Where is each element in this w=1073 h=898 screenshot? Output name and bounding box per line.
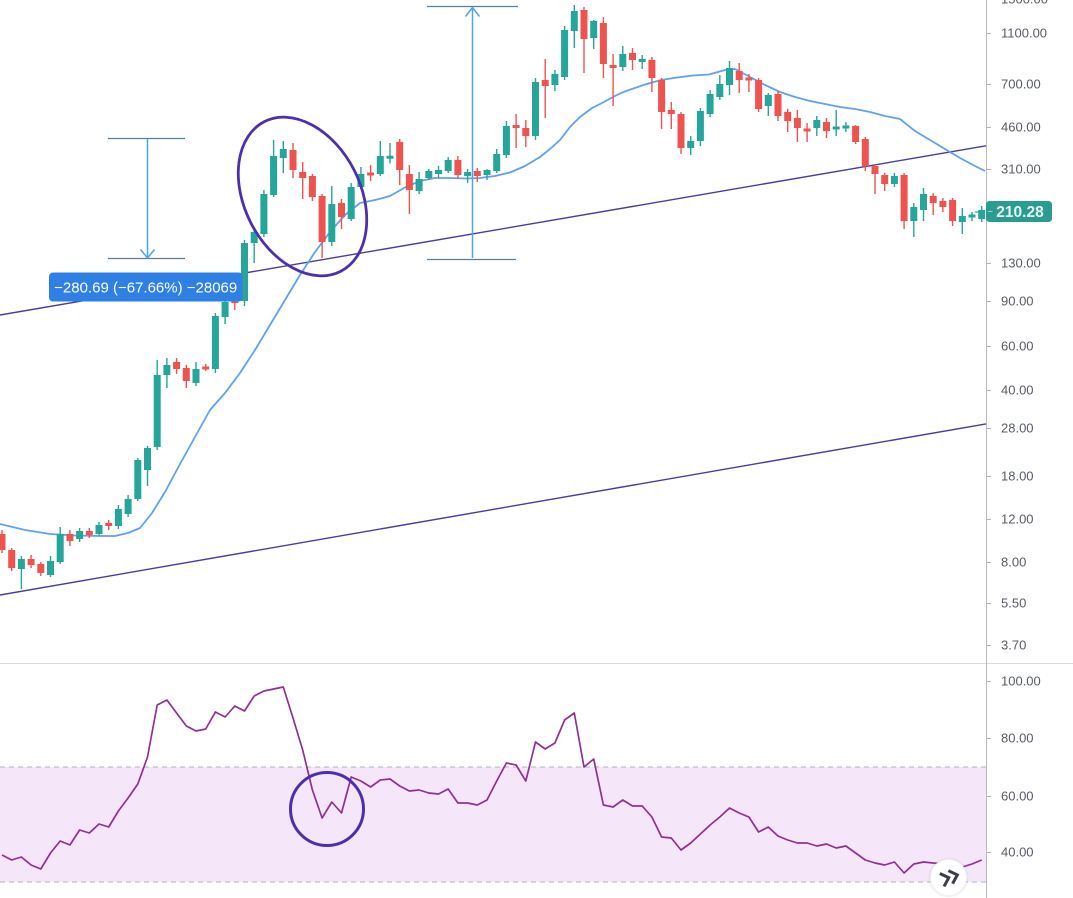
svg-text:700.00: 700.00 <box>1001 77 1041 92</box>
svg-text:1500.00: 1500.00 <box>1001 0 1048 7</box>
svg-text:28.00: 28.00 <box>1001 421 1034 436</box>
svg-text:210.28: 210.28 <box>996 204 1044 221</box>
svg-text:130.00: 130.00 <box>1001 256 1041 271</box>
svg-text:1100.00: 1100.00 <box>1001 26 1047 41</box>
svg-text:3.70: 3.70 <box>1001 638 1026 653</box>
svg-text:80.00: 80.00 <box>1001 731 1034 746</box>
svg-text:−280.69 (−67.66%) −28069: −280.69 (−67.66%) −28069 <box>54 280 237 297</box>
svg-text:460.00: 460.00 <box>1001 120 1041 135</box>
svg-text:40.00: 40.00 <box>1001 383 1034 398</box>
svg-text:8.00: 8.00 <box>1001 555 1026 570</box>
svg-text:18.00: 18.00 <box>1001 469 1034 484</box>
svg-text:90.00: 90.00 <box>1001 294 1034 309</box>
svg-text:60.00: 60.00 <box>1001 339 1034 354</box>
svg-text:12.00: 12.00 <box>1001 512 1034 527</box>
svg-text:310.00: 310.00 <box>1001 162 1041 177</box>
svg-text:5.50: 5.50 <box>1001 596 1026 611</box>
svg-text:60.00: 60.00 <box>1001 789 1034 804</box>
svg-text:40.00: 40.00 <box>1001 845 1034 860</box>
svg-text:100.00: 100.00 <box>1001 674 1041 689</box>
